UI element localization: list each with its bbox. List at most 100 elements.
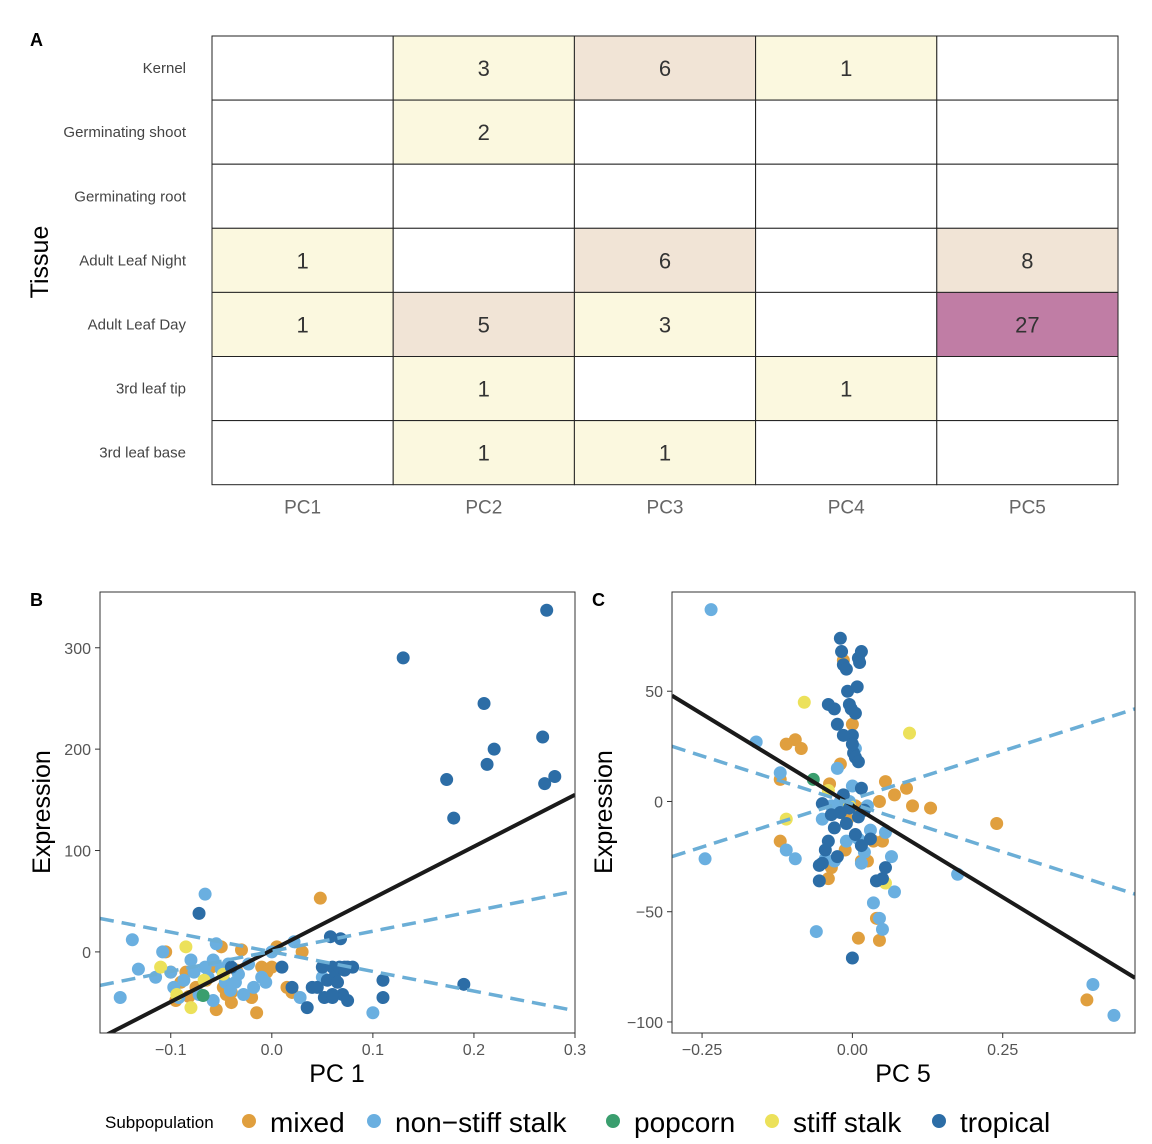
plot-frame — [99, 591, 576, 1034]
heatmap-cell-value: 27 — [1015, 312, 1039, 337]
legend-swatch-tropical — [932, 1114, 946, 1128]
regression-line-dashed — [100, 916, 575, 1013]
scatter-point-stiff-stalk — [184, 1001, 198, 1015]
heatmap-cell — [211, 35, 394, 101]
y-tick-label: 50 — [645, 684, 663, 701]
scatter-point-non-stiff-stalk — [131, 962, 145, 976]
heatmap-cell — [936, 99, 1119, 165]
scatter-point-tropical — [331, 975, 344, 989]
scatter-point-tropical — [863, 832, 877, 846]
scatter-point-tropical — [275, 960, 289, 974]
legend-title: Subpopulation — [105, 1113, 214, 1132]
y-tick-label: −100 — [627, 1015, 663, 1032]
scatter-point-mixed — [851, 931, 865, 945]
legend-swatch-non-stiff-stalk — [367, 1114, 381, 1128]
scatter-point-non-stiff-stalk — [125, 933, 139, 947]
scatter-point-tropical — [812, 874, 826, 888]
legend-label-non-stiff-stalk: non−stiff stalk — [395, 1107, 567, 1138]
legend-label-mixed: mixed — [270, 1107, 345, 1138]
scatter-point-tropical — [848, 706, 862, 720]
heatmap-cell — [755, 356, 938, 422]
scatter-point-mixed — [887, 788, 901, 802]
scatter-point-non-stiff-stalk — [1086, 977, 1100, 991]
heatmap-cell — [211, 163, 394, 229]
regression-lines — [100, 792, 575, 1033]
panel-c-letter: C — [592, 590, 605, 610]
scatter-point-stiff-stalk — [797, 695, 811, 709]
scatter-point-tropical — [447, 811, 461, 825]
y-tick-label: −50 — [636, 905, 663, 922]
scatter-point-tropical — [827, 821, 841, 835]
scatter-point-tropical — [440, 773, 454, 787]
y-tick-label: 0 — [82, 945, 91, 962]
regression-line-dashed — [672, 707, 1135, 859]
scatter-point-non-stiff-stalk — [788, 852, 802, 866]
scatter-point-tropical — [325, 987, 339, 1001]
scatter-point-non-stiff-stalk — [866, 896, 880, 910]
scatter-point-tropical — [457, 977, 471, 991]
scatter-point-tropical — [285, 980, 299, 994]
scatter-point-mixed — [924, 801, 938, 815]
legend-label-tropical: tropical — [960, 1107, 1050, 1138]
x-tick-label: 0.2 — [463, 1042, 485, 1059]
scatter-point-mixed — [265, 960, 279, 974]
scatter-points — [698, 603, 1121, 1022]
scatter-point-tropical — [396, 651, 410, 665]
scatter-point-tropical — [833, 631, 847, 645]
heatmap-cell-value: 1 — [296, 248, 308, 273]
heatmap-x-tick-label: PC5 — [1009, 498, 1046, 519]
scatter-points — [113, 603, 562, 1020]
regression-lines — [672, 693, 1135, 980]
scatter-point-tropical — [480, 757, 494, 771]
heatmap-cell — [755, 35, 938, 101]
scatter-point-non-stiff-stalk — [177, 973, 191, 987]
heatmap-y-tick-label: 3rd leaf tip — [116, 381, 186, 398]
legend: Subpopulation mixed non−stiff stalk popcor… — [105, 1107, 1050, 1138]
scatter-point-non-stiff-stalk — [872, 911, 886, 925]
y-tick-label: 0 — [654, 794, 663, 811]
scatter-point-tropical — [875, 872, 889, 886]
scatter-point-mixed — [990, 817, 1004, 831]
scatter-point-tropical — [854, 781, 868, 795]
scatter-point-non-stiff-stalk — [1107, 1008, 1121, 1022]
heatmap-cell — [392, 35, 575, 101]
heatmap-cell — [936, 356, 1119, 422]
scatter-point-mixed — [794, 742, 808, 756]
scatter-point-non-stiff-stalk — [698, 852, 712, 866]
scatter-point-non-stiff-stalk — [206, 994, 220, 1008]
heatmap-cell — [936, 420, 1119, 486]
scatter-point-non-stiff-stalk — [779, 843, 793, 857]
heatmap-x-tick-label: PC1 — [284, 498, 321, 519]
scatter-point-mixed — [250, 1006, 264, 1020]
x-tick-label: 0.00 — [837, 1042, 868, 1059]
scatter-point-mixed — [1080, 993, 1094, 1007]
panel-a-letter: A — [30, 30, 43, 50]
regression-line-dashed — [100, 889, 575, 988]
x-tick-label: −0.25 — [682, 1042, 723, 1059]
heatmap-y-tick-label: Adult Leaf Night — [79, 252, 187, 269]
heatmap-cell-value: 3 — [659, 312, 671, 337]
heatmap-cell — [211, 420, 394, 486]
scatter-point-tropical — [310, 980, 324, 994]
scatter-point-tropical — [548, 770, 562, 784]
heatmap-cell — [392, 99, 575, 165]
heatmap-cell — [211, 99, 394, 165]
scatter-point-tropical — [192, 906, 206, 920]
scatter-point-tropical — [300, 1001, 314, 1015]
scatter-point-tropical — [854, 645, 868, 659]
scatter-point-stiff-stalk — [903, 726, 917, 740]
heatmap-cell — [936, 35, 1119, 101]
scatter-point-non-stiff-stalk — [113, 991, 127, 1005]
scatter-b-y-axis-title: Expression — [28, 750, 56, 874]
legend-label-popcorn: popcorn — [634, 1107, 735, 1138]
y-tick-label: 300 — [64, 641, 91, 658]
scatter-point-mixed — [845, 717, 859, 731]
scatter-point-tropical — [839, 662, 853, 676]
y-tick-label: 100 — [64, 844, 91, 861]
plot-frame — [671, 591, 1136, 1034]
scatter-panel-c: −0.25 0.00 0.25 −100 −50 0 50 — [627, 591, 1136, 1059]
scatter-point-mixed — [313, 891, 327, 905]
scatter-point-tropical — [536, 730, 550, 744]
regression-line-dashed — [672, 744, 1135, 896]
